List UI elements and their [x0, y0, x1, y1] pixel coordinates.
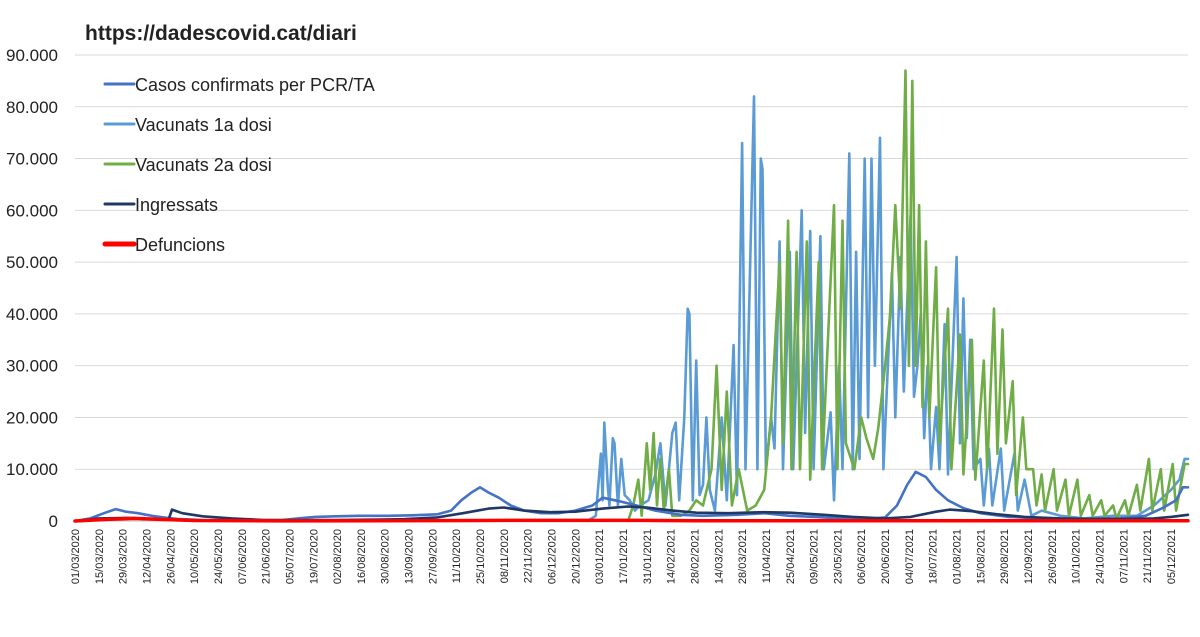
x-tick-label: 24/10/2021 — [1095, 529, 1107, 584]
y-tick-label: 90.000 — [6, 46, 58, 65]
series-line-4 — [73, 516, 1190, 523]
x-tick-label: 19/07/2020 — [308, 529, 320, 584]
x-tick-label: 20/06/2021 — [880, 529, 892, 584]
x-tick-label: 14/03/2021 — [713, 529, 725, 584]
x-tick-label: 26/09/2021 — [1047, 529, 1059, 584]
x-tick-label: 22/11/2020 — [523, 529, 535, 583]
x-tick-label: 06/12/2020 — [547, 529, 559, 584]
legend: Casos confirmats per PCR/TA Vacunats 1a d… — [102, 75, 375, 255]
x-tick-label: 27/09/2020 — [427, 529, 439, 584]
x-tick-label: 29/03/2020 — [118, 529, 130, 584]
x-tick-label: 10/05/2020 — [189, 529, 201, 584]
chart-title: https://dadescovid.cat/diari — [85, 22, 357, 45]
x-tick-label: 05/07/2020 — [284, 529, 296, 584]
x-tick-label: 10/10/2021 — [1071, 529, 1083, 584]
legend-label: Casos confirmats per PCR/TA — [135, 75, 375, 95]
x-tick-label: 28/02/2021 — [689, 529, 701, 584]
x-tick-label: 21/11/2021 — [1142, 529, 1154, 583]
legend-label: Vacunats 1a dosi — [135, 115, 272, 135]
y-tick-label: 40.000 — [6, 305, 58, 324]
series-line-1 — [626, 69, 1190, 523]
x-tick-label: 13/09/2020 — [404, 529, 416, 584]
y-tick-label: 20.000 — [6, 408, 58, 427]
x-tick-label: 17/01/2021 — [618, 529, 630, 584]
x-tick-label: 01/08/2021 — [952, 529, 964, 584]
y-tick-label: 30.000 — [6, 357, 58, 376]
x-tick-label: 24/05/2020 — [213, 529, 225, 584]
legend-label: Vacunats 2a dosi — [135, 155, 272, 175]
x-tick-label: 04/07/2021 — [904, 529, 916, 584]
x-tick-label: 02/08/2020 — [332, 529, 344, 584]
y-tick-label: 0 — [49, 512, 58, 531]
x-tick-label: 11/10/2020 — [451, 529, 463, 583]
y-tick-label: 50.000 — [6, 253, 58, 272]
series-line-0 — [586, 95, 1190, 523]
x-tick-label: 31/01/2021 — [642, 529, 654, 584]
x-tick-label: 14/02/2021 — [666, 529, 678, 584]
x-tick-label: 21/06/2020 — [261, 529, 273, 584]
x-tick-label: 28/03/2021 — [737, 529, 749, 584]
series-line-3 — [73, 505, 1190, 523]
x-tick-label: 07/06/2020 — [237, 529, 249, 584]
x-tick-label: 29/08/2021 — [999, 529, 1011, 584]
x-tick-label: 05/12/2021 — [1166, 529, 1178, 584]
x-tick-label: 01/03/2020 — [70, 529, 82, 584]
y-axis: 0 10.000 20.000 30.000 40.000 50.000 60.000 70.… — [6, 46, 58, 531]
x-tick-label: 12/09/2021 — [1023, 529, 1035, 584]
x-tick-label: 25/10/2020 — [475, 529, 487, 584]
legend-label: Defuncions — [135, 235, 225, 255]
x-axis: 01/03/2020 15/03/2020 29/03/2020 12/04/2020… — [70, 529, 1178, 584]
x-tick-label: 18/07/2021 — [928, 529, 940, 584]
series-lines — [73, 69, 1190, 523]
x-tick-label: 15/03/2020 — [94, 529, 106, 584]
y-tick-label: 80.000 — [6, 98, 58, 117]
y-tick-label: 70.000 — [6, 150, 58, 169]
grid — [75, 54, 1188, 522]
x-tick-label: 16/08/2020 — [356, 529, 368, 584]
x-tick-label: 25/04/2021 — [785, 529, 797, 584]
x-tick-label: 08/11/2020 — [499, 529, 511, 583]
x-tick-label: 06/06/2021 — [856, 529, 868, 584]
x-tick-label: 03/01/2021 — [594, 529, 606, 584]
legend-label: Ingressats — [135, 195, 218, 215]
x-tick-label: 23/05/2021 — [832, 529, 844, 584]
y-tick-label: 60.000 — [6, 201, 58, 220]
x-tick-label: 30/08/2020 — [380, 529, 392, 584]
x-tick-label: 07/11/2021 — [1118, 529, 1130, 583]
x-tick-label: 20/12/2020 — [570, 529, 582, 584]
x-tick-label: 11/04/2021 — [761, 529, 773, 583]
x-tick-label: 26/04/2020 — [165, 529, 177, 584]
x-tick-label: 09/05/2021 — [809, 529, 821, 584]
x-tick-label: 12/04/2020 — [141, 529, 153, 584]
x-tick-label: 15/08/2021 — [975, 529, 987, 584]
y-tick-label: 10.000 — [6, 460, 58, 479]
